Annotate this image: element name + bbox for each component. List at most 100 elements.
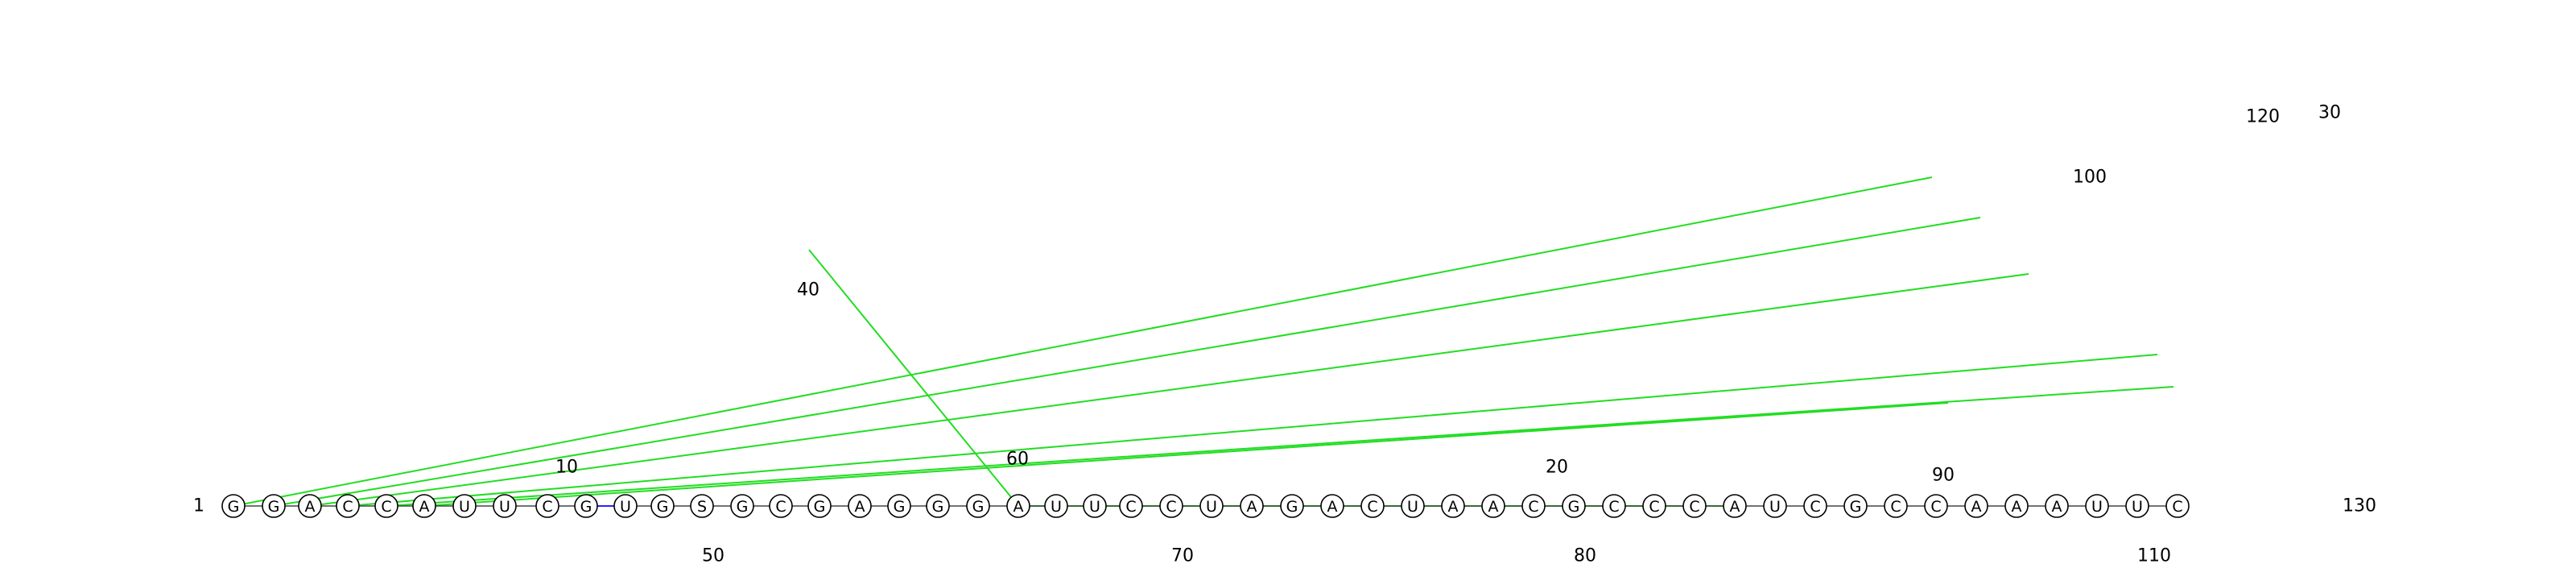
svg-text:U: U <box>620 498 631 516</box>
svg-text:A: A <box>2052 498 2062 516</box>
svg-text:C: C <box>1166 498 1176 516</box>
position-label: 30 <box>2318 103 2341 123</box>
position-label: 60 <box>1006 450 1029 470</box>
nucleotide: A <box>1965 495 1988 517</box>
nucleotide: C <box>1160 495 1183 517</box>
svg-text:C: C <box>1367 498 1377 516</box>
nucleotide: G <box>808 495 831 517</box>
nucleotide: U <box>2126 495 2149 517</box>
nucleotide: A <box>413 495 436 517</box>
nucleotide: A <box>299 495 321 517</box>
svg-text:U: U <box>1769 498 1781 516</box>
nucleotide: U <box>493 495 516 517</box>
svg-text:G: G <box>228 498 240 516</box>
nucleotide: C <box>1120 495 1142 517</box>
svg-text:C: C <box>1930 498 1941 516</box>
nucleotide: A <box>1007 495 1030 517</box>
svg-text:S: S <box>697 498 707 516</box>
nucleotide: G <box>651 495 674 517</box>
position-label: 40 <box>797 280 819 301</box>
svg-text:C: C <box>1689 498 1699 516</box>
nucleotide: C <box>1683 495 1706 517</box>
tertiary-interaction-line <box>274 218 1980 506</box>
nucleotide: C <box>1361 495 1384 517</box>
position-label: 90 <box>1932 466 1955 486</box>
svg-text:U: U <box>1206 498 1217 516</box>
svg-text:G: G <box>1568 498 1580 516</box>
position-label: 20 <box>1546 458 1568 478</box>
nucleotide: A <box>1321 495 1344 517</box>
svg-text:G: G <box>1286 498 1298 516</box>
nucleotide: U <box>1200 495 1223 517</box>
nucleotide: U <box>614 495 637 517</box>
svg-text:C: C <box>775 498 786 516</box>
nucleotide: G <box>222 495 245 517</box>
tertiary-interaction-lines <box>233 177 2174 506</box>
position-label: 100 <box>2073 168 2107 188</box>
position-label: 120 <box>2246 107 2280 127</box>
svg-text:C: C <box>542 498 552 516</box>
svg-text:G: G <box>814 498 826 516</box>
nucleotide: G <box>927 495 949 517</box>
svg-text:G: G <box>657 498 669 516</box>
svg-text:C: C <box>1608 498 1619 516</box>
svg-text:A: A <box>1488 498 1499 516</box>
tertiary-interaction-line <box>809 250 1018 506</box>
nucleotide: C <box>1804 495 1827 517</box>
tertiary-interaction-line <box>348 355 2157 506</box>
nucleotide: C <box>770 495 792 517</box>
svg-text:U: U <box>1407 498 1418 516</box>
nucleotide: C <box>1885 495 1907 517</box>
position-label: 80 <box>1574 546 1596 564</box>
svg-text:G: G <box>972 498 985 516</box>
svg-text:A: A <box>1730 498 1740 516</box>
nucleotide: C <box>336 495 359 517</box>
nucleotide: G <box>262 495 285 517</box>
svg-text:G: G <box>932 498 944 516</box>
svg-text:C: C <box>1649 498 1659 516</box>
svg-text:G: G <box>268 498 280 516</box>
tertiary-interaction-line <box>424 403 1948 506</box>
nucleotide: A <box>1442 495 1464 517</box>
svg-text:G: G <box>580 498 592 516</box>
tertiary-interaction-line <box>386 387 2174 506</box>
nucleotide: G <box>888 495 910 517</box>
svg-text:C: C <box>1810 498 1820 516</box>
nucleotide: U <box>453 495 476 517</box>
position-label: 70 <box>1171 546 1194 564</box>
position-label: 10 <box>555 458 578 478</box>
svg-text:C: C <box>1890 498 1901 516</box>
position-label: 110 <box>2137 546 2171 564</box>
svg-text:A: A <box>855 498 865 516</box>
nucleotide: A <box>2005 495 2028 517</box>
nucleotide: G <box>575 495 597 517</box>
nucleotide: C <box>1522 495 1545 517</box>
position-label: 1 <box>193 496 204 516</box>
nucleotide: G <box>1281 495 1303 517</box>
nucleotide: U <box>1084 495 1106 517</box>
svg-text:G: G <box>1850 498 1862 516</box>
svg-text:C: C <box>1528 498 1538 516</box>
svg-text:U: U <box>1051 498 1062 516</box>
nucleotide: C <box>1643 495 1666 517</box>
nucleotide: C <box>1925 495 1947 517</box>
svg-text:A: A <box>1448 498 1459 516</box>
nucleotide: A <box>1241 495 1263 517</box>
svg-text:A: A <box>305 498 316 516</box>
nucleotide: A <box>2046 495 2068 517</box>
svg-text:C: C <box>1125 498 1136 516</box>
tertiary-interaction-line <box>233 177 1932 506</box>
svg-text:U: U <box>2132 498 2143 516</box>
svg-text:G: G <box>894 498 906 516</box>
svg-text:U: U <box>499 498 510 516</box>
svg-text:A: A <box>1327 498 1338 516</box>
nucleotide: U <box>2086 495 2108 517</box>
svg-text:C: C <box>342 498 353 516</box>
svg-text:A: A <box>1247 498 1257 516</box>
svg-text:A: A <box>1013 498 1024 516</box>
nucleotide: G <box>1563 495 1585 517</box>
nucleotide: U <box>1764 495 1786 517</box>
nucleotide: A <box>848 495 871 517</box>
